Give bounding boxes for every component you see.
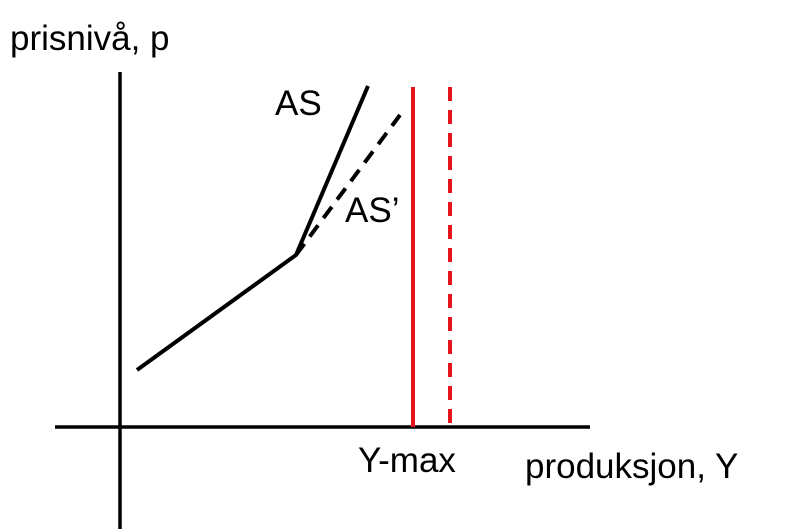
as-label: AS — [275, 84, 322, 123]
y-axis-label: prisnivå, p — [10, 19, 170, 58]
x-axis-label: produksjon, Y — [525, 447, 738, 486]
as-shifted-curve — [294, 113, 402, 257]
as-curve — [135, 85, 370, 372]
y-max-label: Y-max — [358, 441, 456, 480]
as-shifted-label: AS’ — [345, 191, 399, 230]
